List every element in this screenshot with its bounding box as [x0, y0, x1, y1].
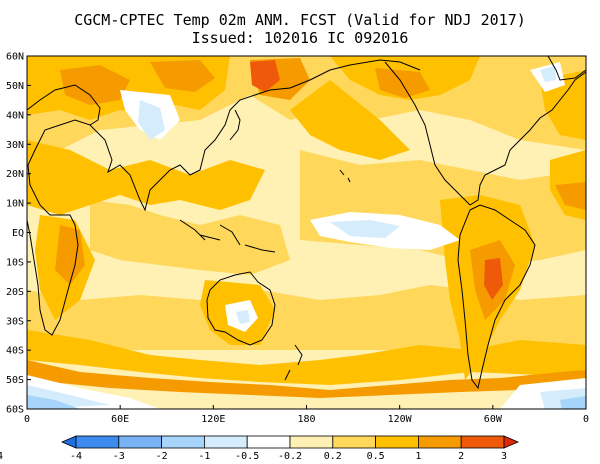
colorbar-swatch-max — [503, 435, 520, 449]
map-issued-subtitle: Issued: 102016 IC 092016 — [191, 29, 409, 47]
lat-tick-label: 10N — [6, 199, 24, 210]
colorbar-label: 2 — [458, 451, 464, 462]
coastline-south-america — [457, 204, 536, 390]
lon-tick-label: 60W — [484, 414, 503, 425]
lon-tick-label: 120E — [201, 414, 225, 425]
lat-tick-label: 40S — [6, 346, 24, 357]
coastline-asia — [89, 59, 421, 212]
colorbar-swatch — [375, 435, 419, 449]
anomaly-field — [27, 56, 586, 409]
colorbar-legend: -4 -3 -2 -1 -0.5 -0.2 0.2 0.5 1 2 3 4 — [0, 435, 520, 462]
lat-tick-label: 60N — [6, 52, 24, 63]
colorbar-label: 1 — [415, 451, 421, 462]
lat-tick-label: 20S — [6, 287, 24, 298]
colorbar-swatch — [203, 435, 248, 449]
coastline-north-america — [384, 61, 586, 206]
colorbar-label: 0.2 — [324, 451, 342, 462]
colorbar-swatch-min — [60, 435, 77, 449]
coastline-africa-europe — [27, 84, 101, 336]
coastline-new-zealand — [284, 344, 303, 381]
colorbar-label: -1 — [198, 451, 210, 462]
lat-tick-label: 10S — [6, 257, 24, 268]
colorbar-label: 0.5 — [367, 451, 385, 462]
colorbar-label: -4 — [70, 451, 82, 462]
lat-tick-label: 20N — [6, 169, 24, 180]
coastline-australia — [206, 271, 276, 346]
coastline-indonesia — [179, 219, 276, 253]
colorbar-label: -0.5 — [235, 451, 259, 462]
coastlines — [27, 56, 586, 390]
colorbar-swatch — [332, 435, 376, 449]
lat-tick-label: EQ — [12, 228, 24, 239]
colorbar-label: 4 — [0, 451, 3, 462]
lon-tick-label: 120W — [388, 414, 413, 425]
lat-tick-label: 40N — [6, 110, 24, 121]
very-strong-warm-shading — [250, 60, 503, 300]
lon-tick-label: 0 — [583, 414, 589, 425]
colorbar-swatch — [118, 435, 163, 449]
colorbar-swatch — [289, 435, 334, 449]
colorbar-swatch — [246, 435, 291, 449]
lon-tick-label: 180 — [297, 414, 315, 425]
lat-tick-label: 30N — [6, 140, 24, 151]
lat-tick-label: 50N — [6, 81, 24, 92]
coastline-greenland — [547, 56, 586, 81]
coastline-japan — [229, 109, 241, 141]
colorbar-label: -0.2 — [278, 451, 302, 462]
latitude-axis: 60N 50N 40N 30N 20N 10N EQ 10S 20S 30S 40S 50S 60S — [6, 52, 31, 416]
colorbar-swatch — [460, 435, 505, 449]
colorbar-label: 3 — [501, 451, 507, 462]
longitude-axis: 0 60E 120E 180 120W 60W 0 — [24, 405, 589, 425]
moderate-cool-shading — [27, 395, 586, 409]
colorbar-label: -3 — [113, 451, 125, 462]
lon-tick-label: 0 — [24, 414, 30, 425]
map-title: CGCM-CPTEC Temp 02m ANM. FCST (Valid for… — [74, 11, 526, 29]
colorbar-swatch — [75, 435, 120, 449]
lon-tick-label: 60E — [111, 414, 129, 425]
lat-tick-label: 30S — [6, 316, 24, 327]
colorbar-swatch — [417, 435, 462, 449]
colorbar-label: -2 — [156, 451, 168, 462]
colorbar-swatch — [161, 435, 205, 449]
coastline-hawaii — [339, 169, 351, 183]
lat-tick-label: 60S — [6, 405, 24, 416]
lat-tick-label: 50S — [6, 375, 24, 386]
